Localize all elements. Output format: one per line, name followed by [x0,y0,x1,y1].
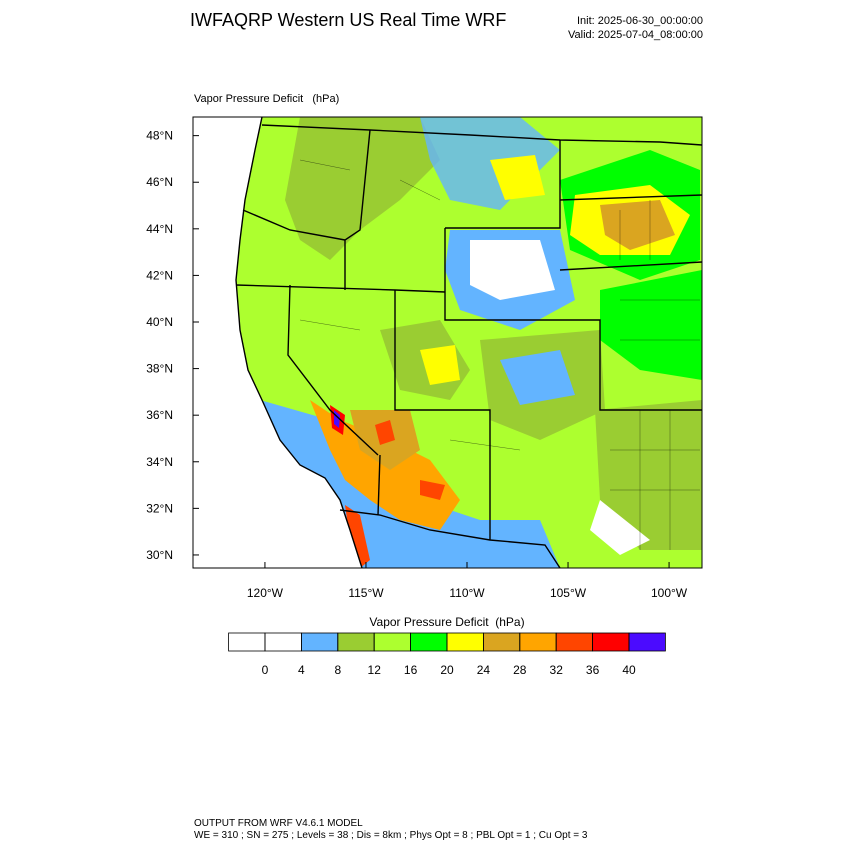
colorbar-box [555,632,594,652]
colorbar-box [337,632,375,652]
valid-time: Valid: 2025-07-04_08:00:00 [568,29,703,41]
y-tick-label: 40°N [146,315,173,329]
colorbar-tick-label: 8 [334,663,341,677]
colorbar-box [300,632,339,652]
colorbar-tick-label: 40 [622,663,636,677]
y-tick-label: 44°N [146,222,173,236]
x-tick-label: 100°W [651,586,688,600]
field-label: Vapor Pressure Deficit (hPa) [194,93,339,105]
y-tick-label: 38°N [146,362,173,376]
colorbar-box [228,632,266,652]
footer-line: WE = 310 ; SN = 275 ; Levels = 38 ; Dis … [194,830,588,841]
colorbar-tick-label: 28 [513,663,527,677]
colorbar-title: Vapor Pressure Deficit (hPa) [369,615,524,629]
colorbar-box [373,632,412,652]
y-tick-label: 46°N [146,175,173,189]
colorbar-tick-label: 32 [550,663,564,677]
colorbar-tick-label: 4 [298,663,305,677]
colorbar-box [592,632,630,652]
colorbar-box [264,632,302,652]
x-tick-label: 115°W [348,586,384,600]
colorbar-box [628,632,666,652]
colorbar-tick-label: 12 [368,663,382,677]
x-tick-label: 120°W [247,586,284,600]
title: IWFAQRP Western US Real Time WRF [190,10,506,30]
y-tick-label: 30°N [146,548,173,562]
map-field [193,117,702,568]
colorbar-tick-label: 0 [262,663,269,677]
colorbar-tick-label: 20 [440,663,454,677]
y-tick-label: 32°N [146,501,173,515]
y-tick-label: 48°N [146,129,173,143]
x-tick-label: 105°W [550,586,587,600]
colorbar-box [446,632,484,652]
colorbar-box [482,632,521,652]
y-tick-label: 34°N [146,455,173,469]
colorbar-box [410,632,448,652]
colorbar-tick-label: 36 [586,663,600,677]
footer-line: OUTPUT FROM WRF V4.6.1 MODEL [194,818,363,829]
colorbar-box [519,632,557,652]
y-tick-label: 36°N [146,408,173,422]
x-tick-label: 110°W [449,586,485,600]
colorbar-tick-label: 16 [404,663,418,677]
y-tick-label: 42°N [146,268,173,282]
colorbar-tick-label: 24 [477,663,491,677]
init-time: Init: 2025-06-30_00:00:00 [577,15,703,27]
map-frame [192,116,703,569]
